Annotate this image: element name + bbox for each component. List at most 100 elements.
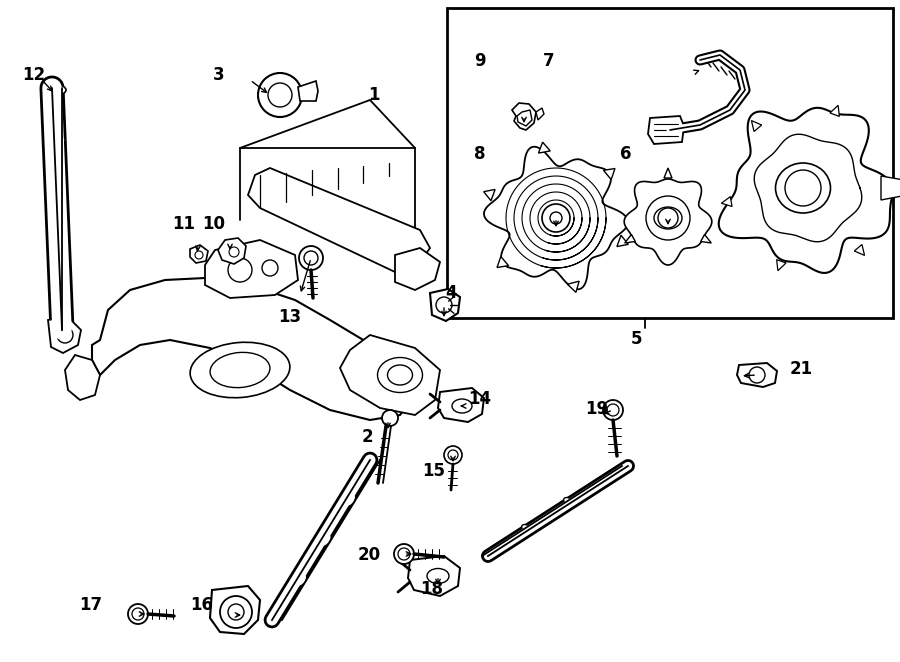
Polygon shape — [568, 281, 579, 293]
Text: 13: 13 — [278, 308, 302, 326]
Ellipse shape — [190, 342, 290, 398]
Polygon shape — [886, 183, 896, 193]
Polygon shape — [719, 108, 893, 273]
Polygon shape — [517, 110, 532, 126]
Ellipse shape — [210, 352, 270, 388]
Circle shape — [382, 410, 398, 426]
Circle shape — [646, 196, 690, 240]
Text: 8: 8 — [474, 145, 485, 163]
Polygon shape — [625, 234, 635, 243]
Ellipse shape — [427, 569, 449, 583]
Ellipse shape — [388, 365, 412, 385]
Ellipse shape — [49, 136, 65, 144]
Polygon shape — [616, 235, 628, 246]
Text: 20: 20 — [358, 546, 381, 564]
Polygon shape — [438, 388, 484, 422]
Circle shape — [220, 596, 252, 628]
Polygon shape — [881, 176, 900, 200]
Polygon shape — [536, 108, 544, 120]
Ellipse shape — [452, 399, 472, 413]
Polygon shape — [218, 238, 246, 264]
Polygon shape — [497, 256, 508, 267]
Polygon shape — [483, 189, 495, 201]
Polygon shape — [752, 120, 761, 132]
Text: 16: 16 — [190, 596, 213, 614]
Circle shape — [607, 404, 619, 416]
Text: 5: 5 — [631, 330, 643, 348]
Polygon shape — [205, 240, 298, 298]
Text: 7: 7 — [543, 52, 554, 70]
Polygon shape — [648, 116, 684, 144]
Circle shape — [436, 297, 452, 313]
Text: 17: 17 — [79, 596, 102, 614]
Circle shape — [444, 446, 462, 464]
Polygon shape — [484, 147, 628, 289]
Circle shape — [749, 367, 765, 383]
Circle shape — [398, 548, 410, 560]
Polygon shape — [92, 278, 415, 420]
Text: 1: 1 — [368, 86, 380, 104]
Ellipse shape — [49, 236, 65, 244]
Polygon shape — [777, 260, 786, 271]
Polygon shape — [248, 168, 430, 272]
Circle shape — [299, 246, 323, 270]
Circle shape — [262, 260, 278, 276]
Text: 3: 3 — [213, 66, 225, 84]
Ellipse shape — [522, 524, 532, 534]
Circle shape — [785, 170, 821, 206]
Bar — [447, 8, 893, 318]
Ellipse shape — [49, 186, 65, 194]
Circle shape — [603, 400, 623, 420]
Polygon shape — [737, 363, 777, 387]
Polygon shape — [48, 317, 81, 353]
Circle shape — [195, 251, 203, 259]
Circle shape — [658, 208, 678, 228]
Polygon shape — [408, 556, 460, 596]
Polygon shape — [604, 169, 615, 179]
Polygon shape — [190, 245, 208, 263]
Polygon shape — [721, 197, 732, 207]
Polygon shape — [430, 289, 460, 321]
Circle shape — [304, 251, 318, 265]
Text: 2: 2 — [362, 428, 374, 446]
Circle shape — [448, 450, 458, 460]
Circle shape — [57, 327, 73, 343]
Text: 21: 21 — [790, 360, 813, 378]
Text: 9: 9 — [474, 52, 486, 70]
Text: 19: 19 — [585, 400, 608, 418]
Ellipse shape — [48, 85, 66, 95]
Circle shape — [268, 83, 292, 107]
Polygon shape — [340, 335, 440, 415]
Text: 18: 18 — [420, 580, 443, 598]
Text: 10: 10 — [202, 215, 225, 233]
Polygon shape — [854, 244, 865, 256]
Text: 11: 11 — [172, 215, 195, 233]
Circle shape — [228, 604, 244, 620]
Circle shape — [394, 544, 414, 564]
Text: 15: 15 — [422, 462, 445, 480]
Circle shape — [229, 247, 239, 257]
Text: 4: 4 — [445, 284, 456, 302]
Polygon shape — [298, 81, 318, 101]
Polygon shape — [65, 355, 100, 400]
Polygon shape — [538, 142, 550, 153]
Ellipse shape — [776, 163, 831, 213]
Circle shape — [132, 608, 144, 620]
Ellipse shape — [320, 534, 331, 546]
Polygon shape — [830, 105, 840, 117]
Polygon shape — [210, 586, 260, 634]
Polygon shape — [664, 168, 672, 178]
Ellipse shape — [563, 498, 574, 506]
Circle shape — [258, 73, 302, 117]
Circle shape — [542, 204, 570, 232]
Ellipse shape — [296, 574, 307, 586]
Ellipse shape — [654, 207, 682, 229]
Polygon shape — [625, 179, 712, 265]
Text: 6: 6 — [620, 145, 632, 163]
Polygon shape — [395, 248, 440, 290]
Polygon shape — [700, 234, 711, 243]
Text: 14: 14 — [468, 390, 491, 408]
Ellipse shape — [377, 357, 422, 393]
Text: 12: 12 — [22, 66, 45, 84]
Circle shape — [228, 258, 252, 282]
